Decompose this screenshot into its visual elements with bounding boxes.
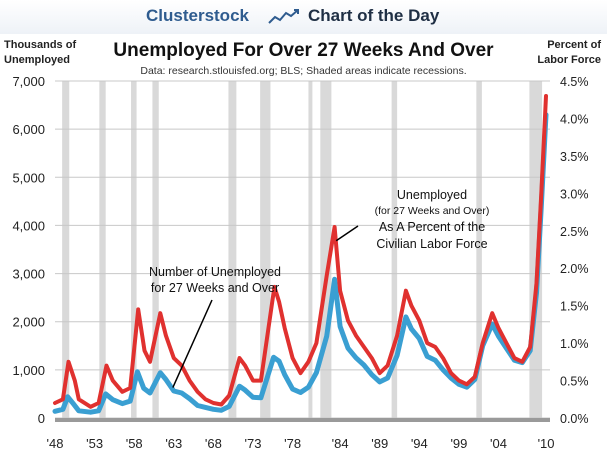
chart-title: Unemployed For Over 27 Weeks And Over (113, 40, 494, 61)
y-right-tick-label: 3.0% (560, 187, 589, 201)
right-axis-title-line-1: Percent of (547, 39, 601, 51)
annotations: Unemployed (for 27 Weeks and Over) As A Pe… (149, 188, 489, 388)
recession-band-7 (320, 81, 332, 418)
x-tick-label: '63 (165, 436, 182, 451)
recession-band-6 (308, 81, 313, 418)
y-right-tick-label: 4.0% (560, 112, 589, 126)
recession-band-2 (131, 81, 137, 418)
y-left-tick-label: 0 (38, 411, 45, 426)
rising-line-logo-icon (268, 7, 300, 27)
y-right-tick-label: 1.5% (560, 300, 589, 314)
y-left-tick-label: 4,000 (12, 218, 45, 233)
recession-band-1 (99, 81, 106, 418)
y-left-tick-label: 1,000 (12, 363, 45, 378)
y-right-tick-label: 4.5% (560, 75, 589, 89)
chart-of-the-day-label: Chart of the Day (308, 6, 440, 25)
right-axis-title-line-2: Labor Force (537, 54, 601, 66)
y-left-tick-label: 6,000 (12, 122, 45, 137)
annotation-number-line: Number of Unemployed (149, 265, 281, 279)
recession-band-3 (152, 81, 159, 418)
y-left-tick-label: 5,000 (12, 170, 45, 185)
x-tick-label: '48 (47, 436, 64, 451)
series-line-0-left-axis (52, 112, 549, 415)
x-tick-label: '73 (245, 436, 262, 451)
left-axis-title-line-1: Thousands of (4, 39, 77, 51)
x-axis-baseline (55, 418, 550, 422)
right-axis-title: Percent of Labor Force (537, 38, 601, 68)
x-tick-label: '53 (86, 436, 103, 451)
recession-band-8 (391, 81, 398, 418)
recession-band-5 (260, 81, 271, 418)
annotation-percent-line: As A Percent of the (379, 220, 485, 234)
x-tick-label: '78 (284, 436, 301, 451)
annotation-number-pointer (172, 299, 213, 388)
x-tick-label: '84 (332, 436, 349, 451)
x-tick-label: '58 (126, 436, 143, 451)
left-axis-title: Thousands of Unemployed (4, 38, 76, 68)
annotation-percent-line: Civilian Labor Force (376, 237, 487, 251)
annotation-number-text: Number of Unemployed for 27 Weeks and Ove… (149, 265, 281, 295)
annotation-percent-text: Unemployed (for 27 Weeks and Over) As A Pe… (375, 188, 490, 251)
x-tick-label: '89 (371, 436, 388, 451)
y-left-tick-label: 2,000 (12, 315, 45, 330)
y-left-tick-label: 3,000 (12, 267, 45, 282)
series-lines (52, 94, 549, 415)
annotation-percent-pointer (335, 225, 359, 242)
recession-band-9 (476, 81, 482, 418)
left-axis-title-line-2: Unemployed (4, 54, 71, 66)
x-axis-bar (55, 418, 550, 422)
chart-subtitle: Data: research.stlouisfed.org; BLS; Shad… (140, 65, 467, 77)
recession-band-4 (228, 81, 237, 418)
y-right-tick-label: 1.0% (560, 337, 589, 351)
annotation-percent-line: (for 27 Weeks and Over) (375, 205, 490, 217)
x-tick-label: '10 (538, 436, 555, 451)
x-tick-label: '04 (490, 436, 507, 451)
y-right-tick-label: 3.5% (560, 150, 589, 164)
y-right-tick-label: 0.5% (560, 375, 589, 389)
recession-band-0 (62, 81, 70, 418)
annotation-percent-line: Unemployed (397, 188, 467, 202)
brand-name: Clusterstock (146, 6, 249, 25)
header-bar: Clusterstock Chart of the Day (0, 0, 607, 34)
y-left-tick-label: 7,000 (12, 74, 45, 89)
tick-labels: 0 1,000 2,000 3,000 4,000 5,000 6,000 7,000 0.0%… (12, 74, 588, 451)
x-tick-label: '68 (205, 436, 222, 451)
x-tick-label: '94 (411, 436, 428, 451)
y-right-tick-label: 2.5% (560, 225, 589, 239)
series-line-1-right-axis (53, 94, 548, 409)
x-tick-label: '99 (450, 436, 467, 451)
y-right-tick-label: 2.0% (560, 262, 589, 276)
annotation-number-line: for 27 Weeks and Over (151, 281, 279, 295)
y-right-tick-label: 0.0% (560, 412, 589, 426)
